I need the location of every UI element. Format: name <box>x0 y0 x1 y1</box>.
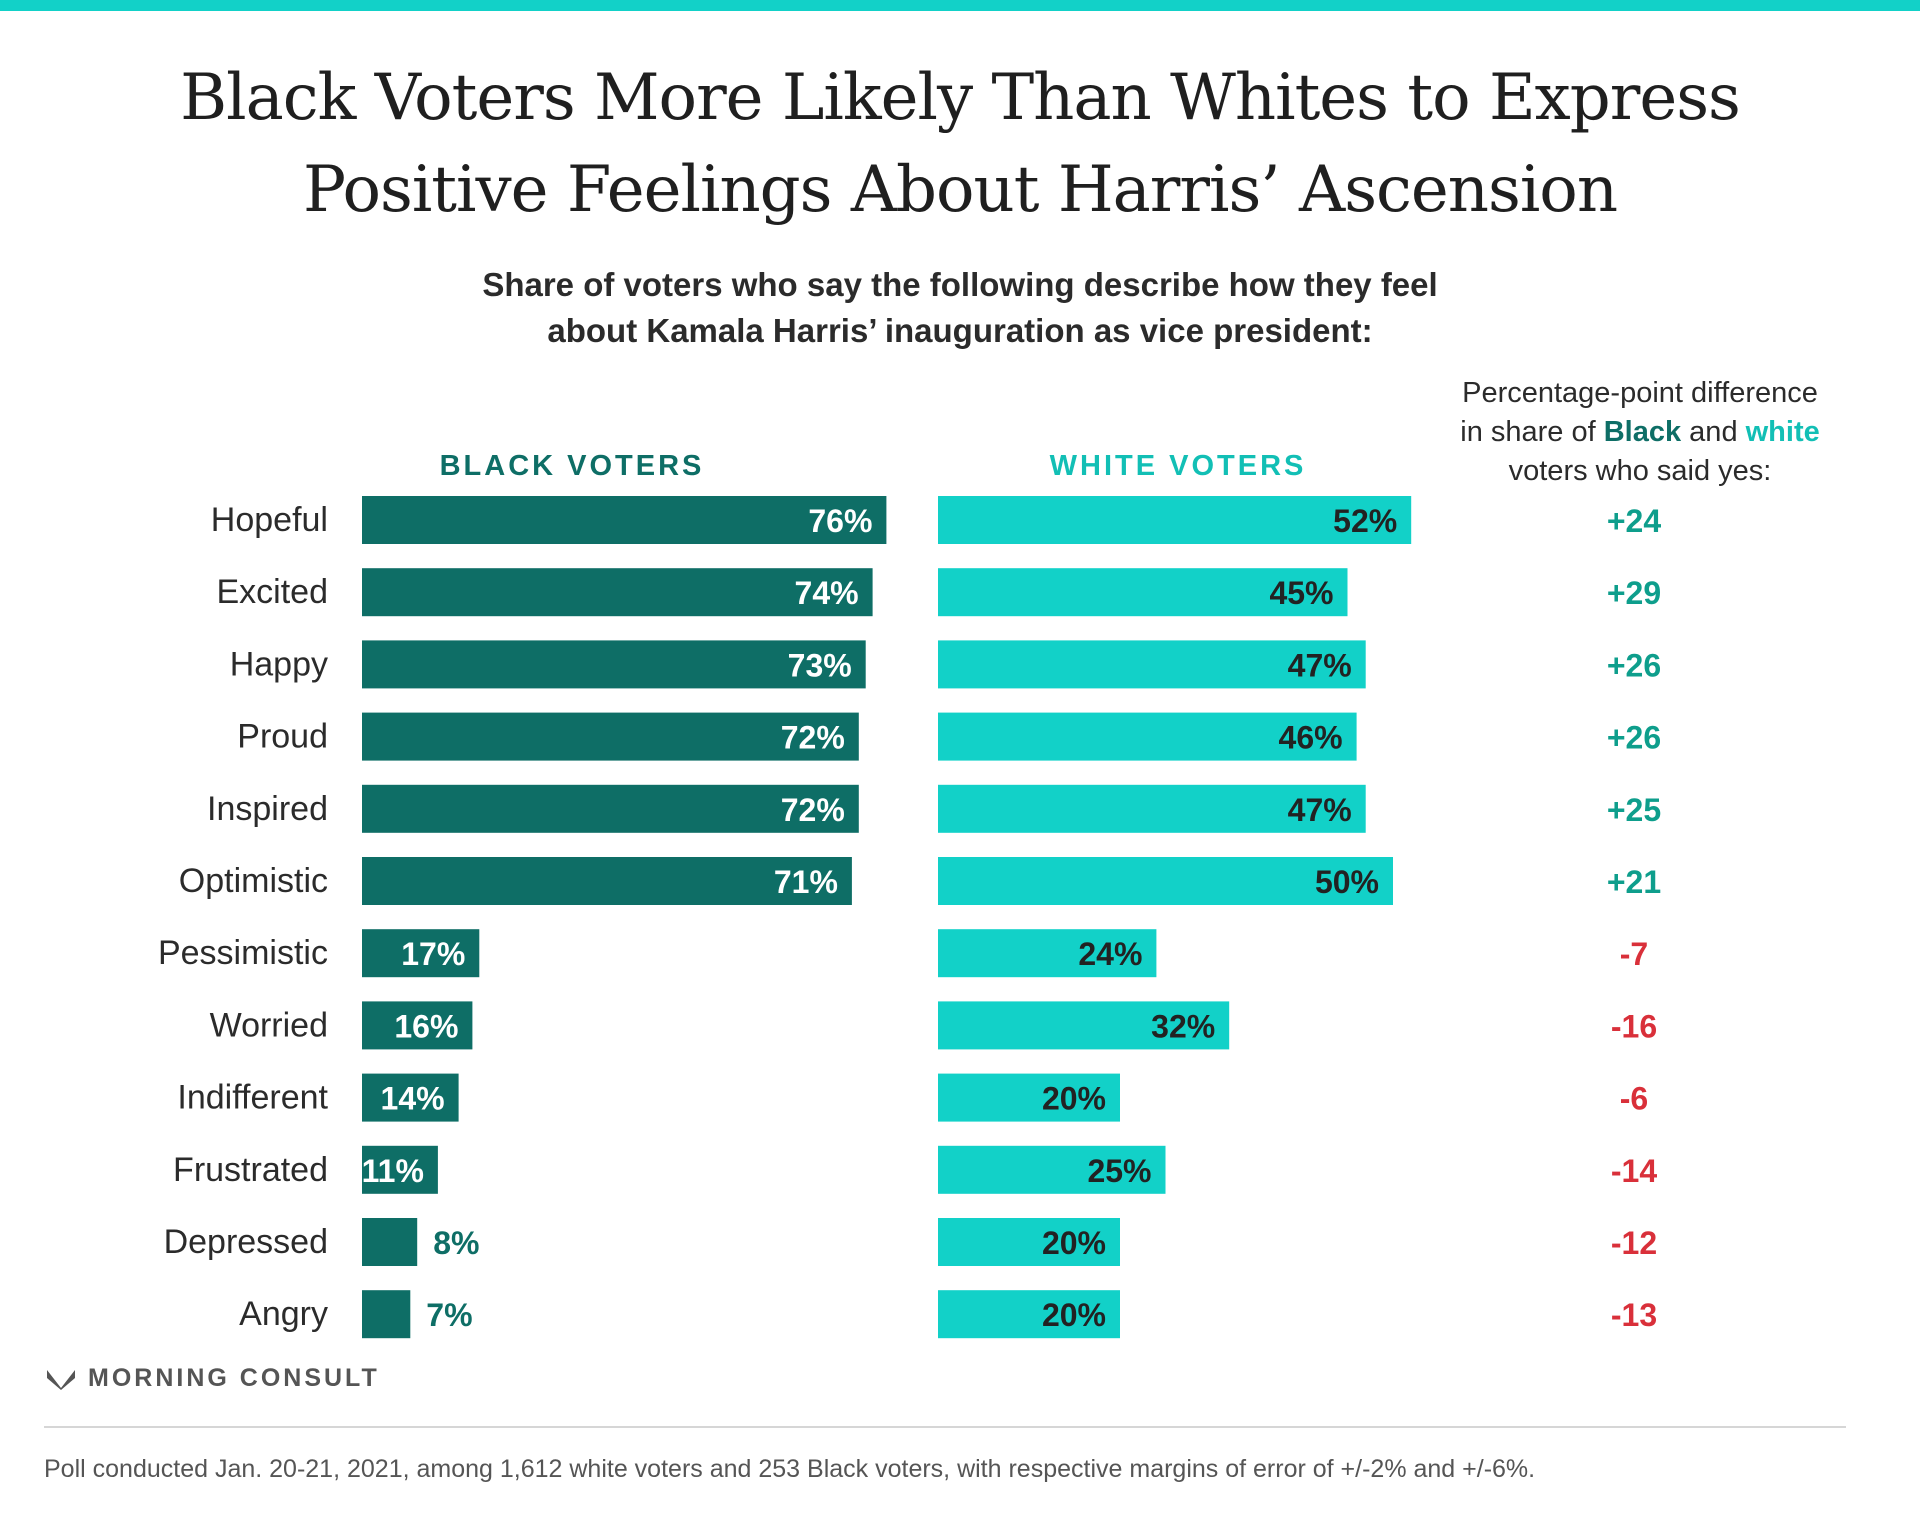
white-voters-value-label: 52% <box>1333 503 1397 539</box>
title-line-2: Positive Feelings About Harris’ Ascensio… <box>302 153 1618 227</box>
brand-logo: MORNING CONSULT <box>46 1364 380 1393</box>
white-voters-bar <box>938 1218 1120 1266</box>
black-voters-header: BLACK VOTERS <box>439 450 705 482</box>
category-label: Optimistic <box>179 862 328 900</box>
black-voters-value-label: 74% <box>795 575 859 611</box>
white-voters-bar <box>938 712 1357 761</box>
black-voters-bar <box>362 1290 411 1339</box>
white-voters-header: WHITE VOTERS <box>1049 450 1307 482</box>
difference-column-header: Percentage-point difference in share of … <box>1410 374 1870 491</box>
category-label: Worried <box>210 1006 328 1044</box>
black-voters-value-label: 76% <box>808 503 872 539</box>
white-voters-bar <box>938 929 1157 978</box>
category-label: Indifferent <box>177 1079 328 1117</box>
black-voters-value-label: 17% <box>401 936 465 972</box>
black-voters-bar <box>362 496 887 544</box>
white-voters-value-label: 20% <box>1042 1081 1106 1117</box>
white-voters-value-label: 24% <box>1078 936 1142 972</box>
black-voters-bar <box>362 784 859 833</box>
white-voters-value-label: 20% <box>1042 1297 1106 1333</box>
difference-value: +26 <box>1607 720 1661 756</box>
black-voters-value-label: 14% <box>381 1081 445 1117</box>
diff-header-line-1: Percentage-point difference <box>1462 377 1818 409</box>
difference-value: -7 <box>1620 936 1648 972</box>
category-label: Depressed <box>164 1223 328 1261</box>
diff-header-prefix: in share of <box>1460 416 1604 448</box>
black-voters-value-label: 72% <box>781 792 845 828</box>
difference-value: -13 <box>1611 1297 1657 1333</box>
difference-value: +25 <box>1607 792 1661 828</box>
difference-value: -14 <box>1611 1153 1657 1189</box>
diff-header-line-3: voters who said yes: <box>1508 455 1772 487</box>
chart-subtitle: Share of voters who say the following de… <box>360 262 1560 354</box>
black-voters-bar <box>362 1218 418 1266</box>
subtitle-line-1: Share of voters who say the following de… <box>482 266 1438 303</box>
white-voters-value-label: 47% <box>1288 792 1352 828</box>
white-voters-bar <box>938 1290 1120 1339</box>
diff-header-and: and <box>1681 416 1746 448</box>
difference-value: +21 <box>1607 864 1661 900</box>
black-voters-value-label: 73% <box>788 647 852 683</box>
white-voters-value-label: 32% <box>1151 1008 1215 1044</box>
black-voters-bar <box>362 568 873 617</box>
black-voters-value-label: 8% <box>433 1225 479 1261</box>
white-voters-bar <box>938 640 1366 689</box>
black-voters-value-label: 7% <box>426 1297 472 1333</box>
chart-title: Black Voters More Likely Than Whites to … <box>0 52 1920 236</box>
black-voters-bar <box>362 929 480 978</box>
difference-value: +26 <box>1607 647 1661 683</box>
category-label: Hopeful <box>211 501 328 539</box>
difference-value: +24 <box>1607 503 1661 539</box>
footnote: Poll conducted Jan. 20-21, 2021, among 1… <box>44 1455 1536 1483</box>
white-voters-value-label: 46% <box>1279 720 1343 756</box>
morning-consult-logo-icon <box>47 1369 75 1390</box>
bar-chart: Hopeful 76% 52% +24 Excited 74% 45% +29 Happy 73%… <box>158 496 1661 1339</box>
brand-name: MORNING CONSULT <box>88 1364 380 1392</box>
white-voters-bar <box>938 568 1348 617</box>
black-voters-value-label: 72% <box>781 720 845 756</box>
white-voters-bar <box>938 1145 1166 1194</box>
white-voters-bar <box>938 857 1393 905</box>
category-label: Frustrated <box>173 1151 328 1189</box>
white-voters-value-label: 50% <box>1315 864 1379 900</box>
black-voters-bar <box>362 1073 459 1122</box>
white-voters-value-label: 47% <box>1288 647 1352 683</box>
black-voters-value-label: 16% <box>394 1008 458 1044</box>
category-label: Angry <box>239 1295 328 1333</box>
diff-header-line-2: in share of Black and white <box>1410 413 1870 452</box>
difference-value: -16 <box>1611 1008 1657 1044</box>
difference-value: +29 <box>1607 575 1661 611</box>
footer-divider <box>44 1426 1846 1428</box>
subtitle-line-2: about Kamala Harris’ inauguration as vic… <box>547 312 1373 349</box>
black-voters-bar <box>362 1001 473 1050</box>
white-voters-bar <box>938 1073 1120 1122</box>
diff-header-white: white <box>1745 416 1820 448</box>
difference-value: -12 <box>1611 1225 1657 1261</box>
category-label: Proud <box>237 718 328 756</box>
black-voters-bar <box>362 1145 438 1194</box>
black-voters-value-label: 11% <box>362 1153 424 1189</box>
top-accent-bar <box>0 0 1920 11</box>
white-voters-value-label: 45% <box>1269 575 1333 611</box>
category-label: Pessimistic <box>158 934 328 972</box>
category-label: Inspired <box>207 790 328 828</box>
difference-value: -6 <box>1620 1081 1648 1117</box>
title-line-1: Black Voters More Likely Than Whites to … <box>180 61 1741 135</box>
white-voters-value-label: 20% <box>1042 1225 1106 1261</box>
white-voters-value-label: 25% <box>1087 1153 1151 1189</box>
black-voters-bar <box>362 712 859 761</box>
black-voters-bar <box>362 857 852 905</box>
white-voters-bar <box>938 496 1412 544</box>
black-voters-bar <box>362 640 866 689</box>
category-label: Happy <box>230 645 328 683</box>
white-voters-bar <box>938 784 1366 833</box>
white-voters-bar <box>938 1001 1230 1050</box>
category-label: Excited <box>217 573 329 611</box>
diff-header-black: Black <box>1603 416 1682 448</box>
black-voters-value-label: 71% <box>774 864 838 900</box>
